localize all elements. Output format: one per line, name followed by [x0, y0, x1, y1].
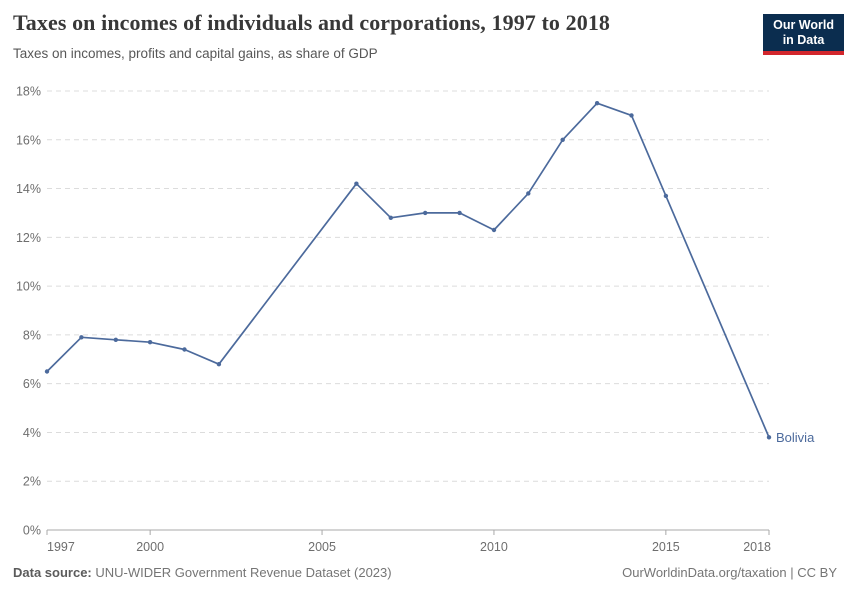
y-tick-label: 6% — [23, 377, 41, 391]
data-point[interactable] — [182, 347, 187, 352]
page-subtitle: Taxes on incomes, profits and capital ga… — [13, 46, 378, 61]
data-point[interactable] — [594, 101, 600, 106]
license-link[interactable]: CC BY — [797, 565, 837, 580]
data-point[interactable] — [216, 362, 222, 367]
y-tick-label: 10% — [16, 280, 41, 294]
y-tick-label: 2% — [23, 475, 41, 489]
owid-url-link[interactable]: OurWorldinData.org/taxation — [622, 565, 787, 580]
owid-logo-line1: Our World — [773, 18, 834, 32]
x-tick-label: 2010 — [480, 540, 508, 554]
data-point[interactable] — [388, 215, 393, 220]
x-tick-label: 2018 — [743, 540, 771, 554]
y-tick-label: 14% — [16, 182, 41, 196]
data-point[interactable] — [766, 435, 772, 440]
footer-separator: | — [790, 565, 794, 580]
y-tick-label: 0% — [23, 524, 41, 538]
x-tick-label: 2000 — [136, 540, 164, 554]
data-source-text: UNU-WIDER Government Revenue Dataset (20… — [95, 565, 392, 580]
data-point[interactable] — [423, 210, 428, 216]
chart-footer: Data source: UNU-WIDER Government Revenu… — [13, 565, 837, 580]
y-tick-label: 8% — [23, 328, 41, 342]
data-point[interactable] — [491, 227, 497, 233]
data-point[interactable] — [113, 337, 119, 342]
owid-logo[interactable]: Our World in Data — [763, 14, 844, 55]
y-tick-label: 18% — [16, 85, 41, 99]
page-title: Taxes on incomes of individuals and corp… — [13, 10, 611, 35]
data-point[interactable] — [629, 113, 634, 118]
data-point[interactable] — [44, 369, 50, 374]
data-point[interactable] — [526, 191, 531, 196]
footer-links: OurWorldinData.org/taxation | CC BY — [622, 565, 837, 580]
y-tick-label: 4% — [23, 426, 41, 440]
x-tick-label: 2015 — [652, 540, 680, 554]
data-point[interactable] — [663, 193, 669, 199]
data-point[interactable] — [147, 340, 153, 345]
series-line-bolivia[interactable] — [46, 102, 770, 439]
data-point[interactable] — [560, 137, 565, 142]
series-label-bolivia: Bolivia — [776, 430, 815, 445]
data-point[interactable] — [354, 181, 359, 186]
x-tick-label: 2005 — [308, 540, 336, 554]
x-tick-label: 1997 — [47, 540, 75, 554]
data-point[interactable] — [79, 335, 84, 340]
y-tick-label: 16% — [16, 133, 41, 147]
owid-logo-line2: in Data — [782, 32, 825, 47]
data-point[interactable] — [457, 210, 462, 216]
data-source-label: Data source: — [13, 565, 92, 580]
y-tick-label: 12% — [16, 231, 41, 245]
data-source: Data source: UNU-WIDER Government Revenu… — [13, 565, 392, 580]
